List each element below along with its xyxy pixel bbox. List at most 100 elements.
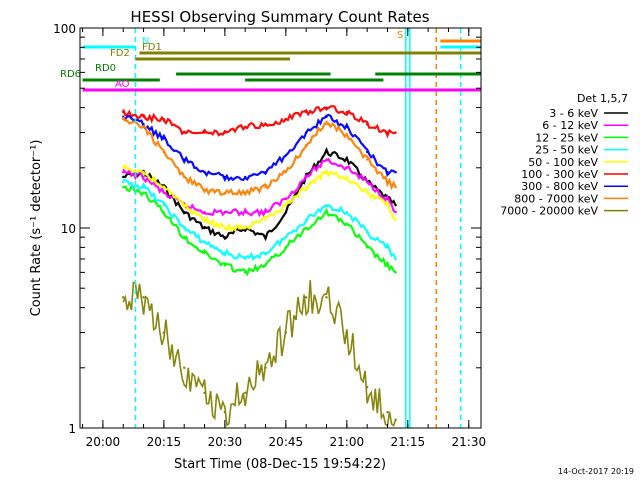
footer-date: 14-Oct-2017 20:19 xyxy=(558,467,634,476)
data-point xyxy=(386,264,389,267)
data-point xyxy=(304,218,308,221)
data-point xyxy=(325,171,328,174)
x-tick-label: 21:00 xyxy=(330,435,365,449)
data-point xyxy=(183,226,186,230)
legend-label: 12 - 25 keV xyxy=(535,131,598,144)
data-point xyxy=(264,171,267,174)
data-point xyxy=(264,210,267,214)
data-point xyxy=(203,131,206,134)
data-point xyxy=(223,235,227,239)
data-point xyxy=(243,257,247,261)
data-point xyxy=(122,185,125,189)
data-point xyxy=(203,171,206,174)
data-point xyxy=(243,391,247,394)
series-7 xyxy=(122,116,397,197)
data-point xyxy=(345,158,349,161)
x-tick-label: 21:15 xyxy=(391,435,426,449)
series-line xyxy=(122,104,396,139)
data-point xyxy=(365,158,369,161)
x-axis-label: Start Time (08-Dec-15 19:54:22) xyxy=(174,457,386,472)
series-4 xyxy=(122,163,397,232)
data-point xyxy=(223,175,227,179)
y-tick-label: 10 xyxy=(61,222,76,236)
data-point xyxy=(394,171,397,174)
data-point xyxy=(345,134,349,137)
data-point xyxy=(243,175,247,179)
data-point xyxy=(304,185,308,189)
series-line xyxy=(122,178,397,261)
data-point xyxy=(365,150,369,154)
legend-label: 800 - 7000 keV xyxy=(514,192,598,205)
legend-label: 6 - 12 keV xyxy=(542,119,598,132)
data-point xyxy=(386,197,389,200)
data-point xyxy=(162,191,166,194)
series-line xyxy=(122,185,397,277)
y-tick-label: 1 xyxy=(68,422,76,436)
data-point xyxy=(325,158,328,161)
data-point xyxy=(142,185,145,189)
data-point xyxy=(162,210,166,214)
data-point xyxy=(345,222,349,225)
series-5 xyxy=(122,104,397,139)
data-point xyxy=(386,246,389,249)
data-point xyxy=(142,123,145,126)
plot-frame xyxy=(79,27,482,429)
legend-label: 3 - 6 keV xyxy=(549,107,598,120)
data-point xyxy=(284,171,288,174)
data-point xyxy=(365,180,369,184)
data-point xyxy=(122,296,125,299)
data-point xyxy=(142,296,145,299)
data-point xyxy=(264,251,267,255)
data-point xyxy=(223,131,227,134)
data-point xyxy=(284,246,288,249)
data-point xyxy=(345,210,349,214)
data-point xyxy=(284,235,288,239)
data-point xyxy=(304,226,308,230)
legend-label: 300 - 800 keV xyxy=(521,180,598,193)
flag-label-fd1: FD1 xyxy=(142,42,162,53)
x-tick-label: 20:15 xyxy=(147,435,182,449)
data-point xyxy=(394,218,397,221)
data-point xyxy=(264,185,267,189)
data-point xyxy=(394,131,397,134)
data-point xyxy=(243,271,247,274)
data-point xyxy=(325,150,328,154)
data-point xyxy=(243,125,247,129)
flag-label-rd6: RD6 xyxy=(60,69,81,80)
series-2 xyxy=(122,185,397,277)
series-0 xyxy=(122,146,397,242)
series-line xyxy=(123,146,397,242)
data-point xyxy=(162,204,166,207)
data-point xyxy=(394,210,397,214)
data-point xyxy=(243,210,247,214)
series-line xyxy=(122,116,397,197)
series-line xyxy=(122,113,397,183)
data-point xyxy=(162,117,166,121)
data-point xyxy=(183,158,186,161)
data-point xyxy=(386,131,389,134)
data-point xyxy=(122,117,125,121)
data-point xyxy=(203,210,206,214)
data-point xyxy=(223,210,227,214)
chart-title: HESSI Observing Summary Count Rates xyxy=(130,8,429,26)
data-point xyxy=(284,210,288,214)
data-point xyxy=(325,296,328,299)
data-point xyxy=(162,185,166,189)
series-1 xyxy=(122,157,397,218)
legend-label: 50 - 100 keV xyxy=(528,156,598,169)
data-point xyxy=(223,410,227,414)
x-tick-label: 20:45 xyxy=(269,435,304,449)
data-point xyxy=(284,331,288,334)
data-point xyxy=(394,271,397,274)
data-point xyxy=(394,418,397,421)
data-point xyxy=(325,115,328,118)
data-point xyxy=(325,204,328,207)
data-point xyxy=(142,191,145,194)
data-point xyxy=(162,137,166,140)
data-point xyxy=(203,218,206,221)
data-point xyxy=(203,188,206,192)
data-point xyxy=(122,110,125,114)
data-point xyxy=(122,166,125,169)
data-point xyxy=(223,251,227,255)
